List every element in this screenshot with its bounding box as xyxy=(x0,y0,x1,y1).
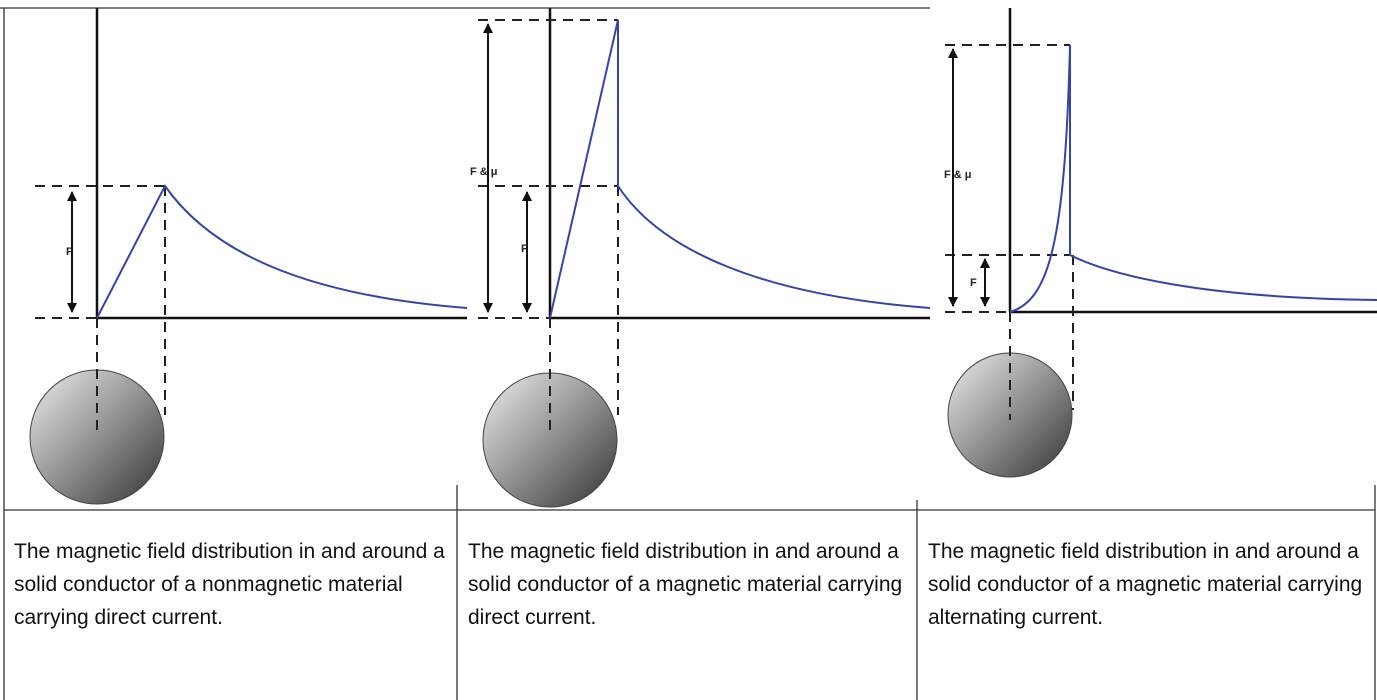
label: F xyxy=(970,277,977,289)
page: F F & μ F F & μ F The magnetic field dis… xyxy=(0,0,1377,700)
label: F xyxy=(521,243,528,255)
label: F xyxy=(66,246,73,258)
caption: The magnetic field distribution in and a… xyxy=(928,535,1368,634)
field-curve xyxy=(97,186,467,318)
field-curve xyxy=(550,20,930,318)
field-curve xyxy=(1010,45,1377,312)
caption: The magnetic field distribution in and a… xyxy=(468,535,908,634)
label: F & μ xyxy=(944,169,972,181)
label: F & μ xyxy=(470,166,498,178)
caption: The magnetic field distribution in and a… xyxy=(14,535,454,634)
